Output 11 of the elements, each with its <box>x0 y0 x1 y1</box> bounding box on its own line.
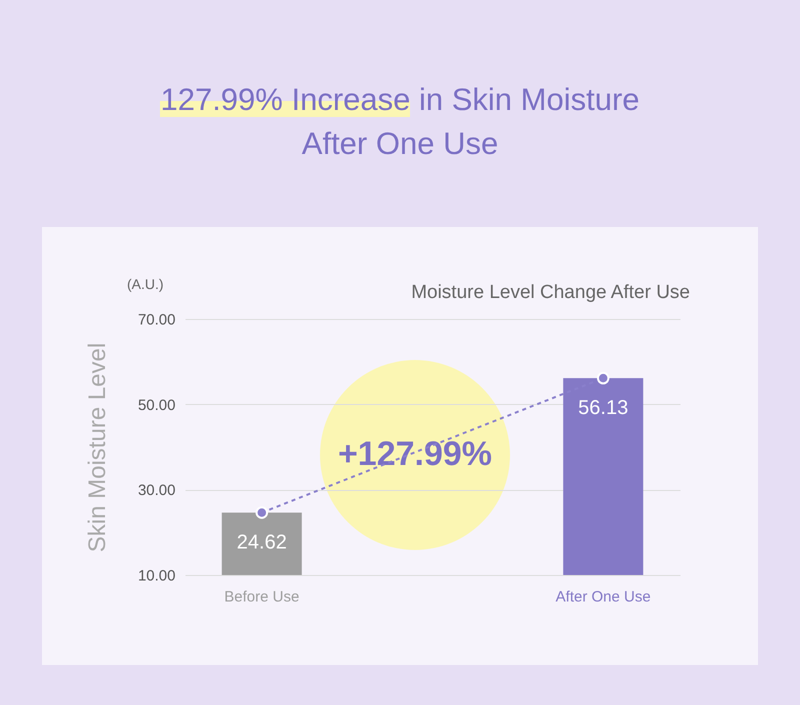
y-tick-label: 10.00 <box>138 568 176 584</box>
x-tick-label: Before Use <box>224 588 300 606</box>
x-tick-label: After One Use <box>556 588 651 606</box>
data-label: 24.62 <box>236 532 287 554</box>
data-label: 56.13 <box>578 397 628 420</box>
text: (A.U.) <box>127 276 164 292</box>
y-tick-label: 50.00 <box>138 396 176 414</box>
chart-subtitle: Moisture Level Change After Use <box>411 282 690 304</box>
y-axis-title: Skin Moisture Level <box>84 342 111 552</box>
y-tick-label: 30.00 <box>138 482 176 500</box>
y-tick-label: 70.00 <box>138 312 176 328</box>
